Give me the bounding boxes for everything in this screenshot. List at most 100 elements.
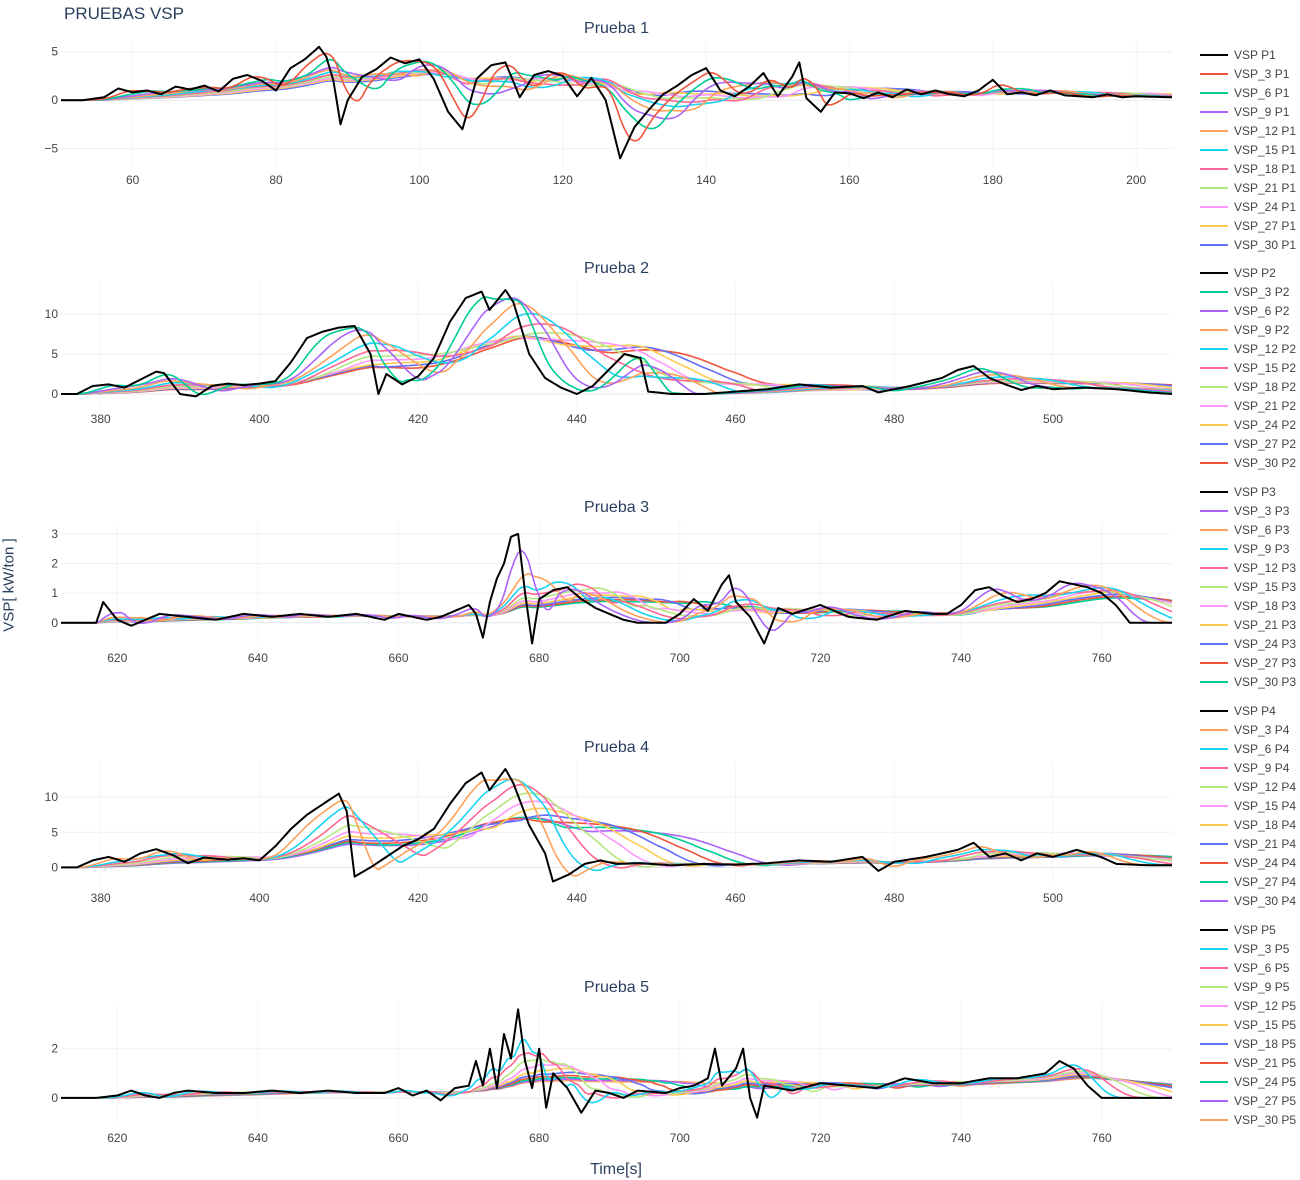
series-line-vsp-p3 [61, 532, 1172, 645]
legend-label: VSP_12 P5 [1234, 999, 1296, 1013]
x-tick-label: 420 [408, 891, 428, 905]
legend-label: VSP_9 P2 [1234, 323, 1290, 337]
y-tick-label: 0 [51, 616, 58, 630]
x-tick-label: 400 [249, 891, 269, 905]
legend-label: VSP_3 P1 [1234, 67, 1290, 81]
subplot-title: Prueba 5 [584, 979, 649, 996]
subplot-title: Prueba 4 [584, 739, 649, 756]
series-line-vsp-p5 [61, 1008, 1172, 1119]
legend-label: VSP_27 P2 [1234, 437, 1296, 451]
legend-label: VSP_30 P2 [1234, 456, 1296, 470]
legend-label: VSP_18 P3 [1234, 599, 1296, 613]
legend-label: VSP_6 P5 [1234, 961, 1290, 975]
legend-label: VSP_24 P2 [1234, 418, 1296, 432]
x-tick-label: 760 [1092, 1131, 1112, 1145]
x-tick-label: 500 [1043, 412, 1063, 426]
x-tick-label: 440 [567, 891, 587, 905]
x-tick-label: 160 [839, 173, 859, 187]
legend-label: VSP_30 P4 [1234, 894, 1296, 908]
legend-label: VSP_9 P5 [1234, 980, 1290, 994]
legend-label: VSP_6 P2 [1234, 304, 1290, 318]
legend-label: VSP_6 P4 [1234, 742, 1290, 756]
legend-label: VSP_9 P3 [1234, 542, 1290, 556]
x-tick-label: 700 [670, 651, 690, 665]
x-tick-label: 620 [107, 651, 127, 665]
x-tick-label: 380 [91, 891, 111, 905]
series-line-vsp_3-p3 [61, 549, 1172, 631]
series-line-vsp-p4 [61, 768, 1172, 883]
x-axis-title: Time[s] [590, 1161, 642, 1178]
legend-label: VSP_21 P2 [1234, 399, 1296, 413]
legend-label: VSP_3 P4 [1234, 723, 1290, 737]
legend-label: VSP_30 P3 [1234, 675, 1296, 689]
legend-label: VSP_18 P5 [1234, 1037, 1296, 1051]
x-tick-label: 400 [249, 412, 269, 426]
y-tick-label: 2 [51, 1042, 58, 1056]
x-tick-label: 500 [1043, 891, 1063, 905]
legend-label: VSP P2 [1234, 266, 1276, 280]
chart-main-title: PRUEBAS VSP [64, 4, 184, 23]
series-line-vsp-p2 [61, 289, 1173, 398]
series-line-vsp_6-p2 [61, 297, 1173, 395]
legend-label: VSP_27 P3 [1234, 656, 1296, 670]
legend-label: VSP_6 P3 [1234, 523, 1290, 537]
y-tick-label: 5 [51, 45, 58, 59]
legend-label: VSP_30 P5 [1234, 1113, 1296, 1127]
legend-label: VSP_15 P4 [1234, 799, 1296, 813]
legend-label: VSP_15 P2 [1234, 361, 1296, 375]
x-tick-label: 700 [670, 1131, 690, 1145]
series-line-vsp-p1 [61, 45, 1173, 160]
legend-label: VSP_27 P1 [1234, 219, 1296, 233]
legend-label: VSP_9 P4 [1234, 761, 1290, 775]
y-tick-label: 5 [51, 347, 58, 361]
legend-label: VSP_18 P2 [1234, 380, 1296, 394]
legend-label: VSP_24 P5 [1234, 1075, 1296, 1089]
legend-label: VSP_24 P3 [1234, 637, 1296, 651]
legend-label: VSP_21 P5 [1234, 1056, 1296, 1070]
legend-label: VSP_15 P1 [1234, 143, 1296, 157]
legend-label: VSP P3 [1234, 485, 1276, 499]
x-tick-label: 640 [248, 651, 268, 665]
x-tick-label: 120 [553, 173, 573, 187]
x-tick-label: 760 [1092, 651, 1112, 665]
y-tick-label: 3 [51, 527, 58, 541]
x-tick-label: 380 [91, 412, 111, 426]
subplot-title: Prueba 2 [584, 260, 649, 277]
x-tick-label: 640 [248, 1131, 268, 1145]
legend-label: VSP_30 P1 [1234, 238, 1296, 252]
legend-label: VSP P5 [1234, 923, 1276, 937]
legend-label: VSP P1 [1234, 48, 1276, 62]
x-tick-label: 680 [529, 1131, 549, 1145]
x-tick-label: 200 [1126, 173, 1146, 187]
subplot-3: Prueba 3 0 1 2 3 620 640 660 680 700 720 740 760 VSP … [51, 485, 1296, 689]
y-tick-label: 10 [45, 307, 59, 321]
legend-label: VSP_3 P2 [1234, 285, 1290, 299]
x-tick-label: 660 [389, 651, 409, 665]
legend-label: VSP_3 P5 [1234, 942, 1290, 956]
legend-label: VSP_3 P3 [1234, 504, 1290, 518]
subplot-title: Prueba 3 [584, 499, 649, 516]
y-tick-label: 2 [51, 556, 58, 570]
x-tick-label: 180 [983, 173, 1003, 187]
x-tick-label: 420 [408, 412, 428, 426]
x-tick-label: 60 [126, 173, 140, 187]
x-tick-label: 440 [567, 412, 587, 426]
x-tick-label: 460 [726, 891, 746, 905]
series-line-vsp_3-p1 [61, 52, 1173, 142]
legend-label: VSP_12 P1 [1234, 124, 1296, 138]
legend-label: VSP_27 P5 [1234, 1094, 1296, 1108]
subplot-4: Prueba 4 0 5 10 380 400 420 440 460 480 500 VSP P4 V… [45, 704, 1297, 908]
y-tick-label: 0 [51, 860, 58, 874]
legend-label: VSP_21 P4 [1234, 837, 1296, 851]
x-tick-label: 720 [810, 1131, 830, 1145]
x-tick-label: 460 [726, 412, 746, 426]
subplot-1: Prueba 1 −5 0 5 60 80 100 120 140 160 180 200 VSP P1… [44, 20, 1296, 252]
legend-label: VSP_18 P4 [1234, 818, 1296, 832]
legend-label: VSP_27 P4 [1234, 875, 1296, 889]
x-tick-label: 660 [389, 1131, 409, 1145]
x-tick-label: 740 [951, 1131, 971, 1145]
y-tick-label: −5 [44, 142, 58, 156]
legend-label: VSP_18 P1 [1234, 162, 1296, 176]
y-tick-label: 1 [51, 586, 58, 600]
